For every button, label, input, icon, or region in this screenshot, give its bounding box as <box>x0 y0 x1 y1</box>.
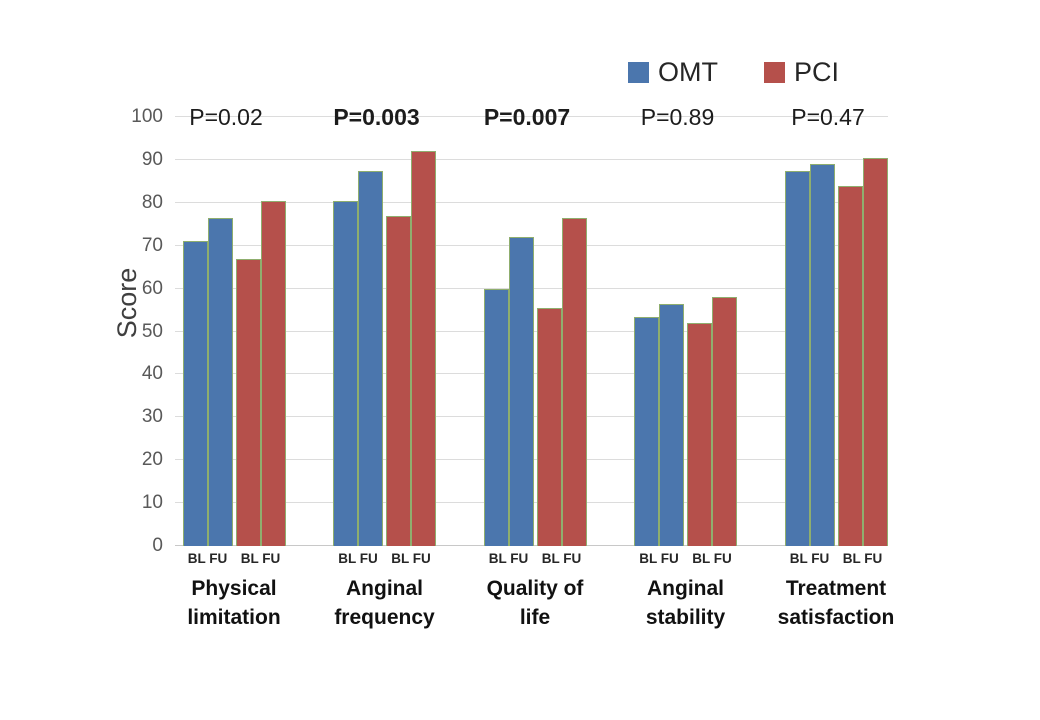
category-label-line: frequency <box>334 606 435 629</box>
y-tick-label-0: 0 <box>152 535 163 556</box>
bar-group-2: P=0.003 BL FU BL FU Anginal frequency <box>333 104 436 629</box>
legend-label-omt: OMT <box>658 57 718 87</box>
legend-item-omt: OMT <box>628 57 718 88</box>
pair-label-omt: BL FU <box>187 551 228 566</box>
bar-omt-bl <box>333 200 358 546</box>
y-tick-label-10: 10 <box>141 492 163 514</box>
legend-swatch-omt <box>628 62 649 83</box>
legend-item-pci: PCI <box>764 57 839 88</box>
category-label-line: Quality of <box>486 577 584 600</box>
pair-label-omt: BL FU <box>338 551 378 566</box>
pair-label-pci: BL FU <box>541 551 582 566</box>
bar-omt-bl <box>182 241 208 546</box>
p-value-label: P=0.007 <box>483 104 571 130</box>
bar-pci-fu <box>712 297 737 546</box>
category-label-line: limitation <box>187 606 281 629</box>
gridline-100 <box>175 116 888 117</box>
pair-label-omt: BL FU <box>488 551 529 566</box>
bar-pci-fu <box>260 200 286 546</box>
category-label-line: stability <box>645 606 726 629</box>
bar-omt-fu <box>508 237 534 546</box>
y-tick-label-70: 70 <box>141 234 163 256</box>
bar-group-3: P=0.007 BL FU BL FU Quality of life <box>483 104 587 629</box>
bar-pci-fu <box>862 157 888 546</box>
bar-group-4: P=0.89 BL FU BL FU Anginal stability <box>634 104 737 629</box>
category-label: Treatment satisfaction <box>741 574 931 632</box>
pair-label-pci: BL FU <box>692 551 732 566</box>
gridline-80 <box>175 201 888 203</box>
bar-pci-bl <box>235 258 261 546</box>
bar-omt-fu <box>207 217 233 546</box>
pair-label-omt: BL FU <box>789 551 830 566</box>
category-label-line: life <box>519 606 551 629</box>
category-label-line: Treatment <box>785 577 887 600</box>
category-label-line: Physical <box>191 577 277 600</box>
bar-pci-bl <box>536 307 562 546</box>
pair-label-omt: BL FU <box>639 551 679 566</box>
category-label-line: Anginal <box>346 577 423 600</box>
bar-pci-bl <box>837 185 863 546</box>
y-tick-label-60: 60 <box>141 277 163 299</box>
category-label: Anginal frequency <box>290 574 480 632</box>
y-tick-label-40: 40 <box>141 363 163 385</box>
bar-omt-bl <box>784 170 810 546</box>
y-tick-label-100: 100 <box>131 106 163 127</box>
bar-group-5: P=0.47 BL FU BL FU Treatment satisfaction <box>778 104 895 629</box>
y-tick-label-30: 30 <box>141 406 163 428</box>
bar-group-1: P=0.02 BL FU BL FU Physical limitation <box>182 104 286 629</box>
category-label: Quality of life <box>440 574 630 632</box>
bar-pci-fu <box>411 151 436 546</box>
pair-label-pci: BL FU <box>240 551 281 566</box>
category-label: Physical limitation <box>139 574 329 632</box>
bar-pci-bl <box>386 215 411 546</box>
y-tick-label-90: 90 <box>141 148 163 170</box>
p-value-label: P=0.003 <box>333 104 420 130</box>
category-label-line: Anginal <box>647 577 724 600</box>
y-tick-label-50: 50 <box>141 320 163 342</box>
plot-area: 0 10 20 30 40 50 60 70 80 90 100 P=0.02 BL FU BL FU Ph… <box>131 104 895 629</box>
y-tick-label-20: 20 <box>141 449 163 471</box>
y-tick-label-80: 80 <box>141 191 163 213</box>
category-label: Anginal stability <box>591 574 781 632</box>
p-value-label: P=0.02 <box>189 104 263 130</box>
bar-omt-fu <box>809 164 835 546</box>
bar-omt-bl <box>483 288 509 546</box>
bar-pci-fu <box>561 217 587 546</box>
p-value-label: P=0.89 <box>640 104 715 130</box>
legend-label-pci: PCI <box>794 57 840 87</box>
legend: OMT PCI <box>628 57 839 88</box>
gridline-90 <box>175 158 888 160</box>
pair-label-pci: BL FU <box>391 551 431 566</box>
pair-label-pci: BL FU <box>842 551 883 566</box>
bar-omt-fu <box>358 170 383 546</box>
p-value-label: P=0.47 <box>791 104 865 130</box>
bar-pci-bl <box>687 322 712 546</box>
bar-omt-bl <box>634 316 659 546</box>
bar-omt-fu <box>659 303 684 546</box>
category-label-line: satisfaction <box>777 606 895 629</box>
legend-swatch-pci <box>764 62 785 83</box>
y-axis-title: Score <box>112 267 142 339</box>
